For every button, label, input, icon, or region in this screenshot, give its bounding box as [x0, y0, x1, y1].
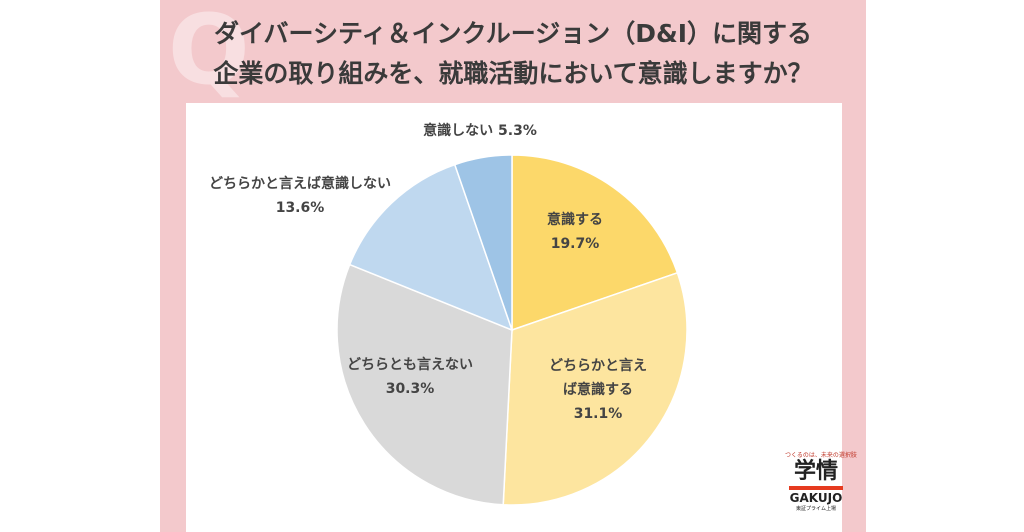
pie-slice [336, 263, 513, 506]
logo-name-en: GAKUJO [789, 491, 843, 505]
slice-label: 意識する 19.7% [527, 208, 623, 256]
title-line: 企業の取り組みを、就職活動において意識しますか？ [213, 59, 813, 88]
value-label: 5.3% [498, 123, 537, 139]
value-label: 30.3% [385, 381, 435, 397]
category-label: 意識する [547, 212, 603, 228]
logo-bar [789, 486, 843, 490]
category-label: どちらかと言えば意識しない [209, 176, 391, 192]
logo-name: 学情 [793, 459, 838, 484]
title-line: ダイバーシティ＆インクルージョン（D&I）に関する [213, 19, 813, 48]
category-label: 意識しない [423, 123, 494, 139]
category-label: どちらとも言えない [347, 357, 473, 373]
category-label: どちらかと言えば意識する [549, 358, 647, 398]
slice-label: 意識しない 5.3% [400, 119, 560, 143]
logo-note: 東証プライム上場 [796, 506, 836, 512]
pie-slice [348, 163, 514, 332]
pie-slice [502, 271, 688, 506]
pie-slice [511, 154, 679, 332]
value-label: 19.7% [550, 236, 600, 252]
logo: つくるのは、未来の選択肢 学情 GAKUJO 東証プライム上場 [785, 450, 857, 512]
decorative-q: Q [168, 0, 250, 106]
value-label: 31.1% [573, 406, 623, 422]
slice-label: どちらとも言えない 30.3% [335, 353, 485, 401]
slice-label: どちらかと言えば意識する 31.1% [543, 354, 653, 426]
value-label: 13.6% [275, 200, 325, 216]
chart-title: ダイバーシティ＆インクルージョン（D&I）に関する 企業の取り組みを、就職活動に… [160, 14, 866, 94]
logo-tagline: つくるのは、未来の選択肢 [785, 452, 857, 459]
pie-slice [453, 154, 513, 331]
slice-label: どちらかと言えば意識しない 13.6% [205, 172, 395, 220]
